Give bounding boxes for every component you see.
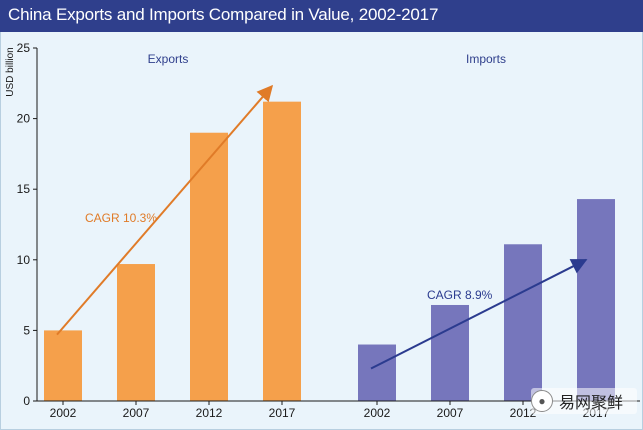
y-tick-label: 25 bbox=[17, 41, 31, 55]
y-tick-label: 0 bbox=[23, 394, 30, 408]
exports-cagr-arrow bbox=[56, 84, 274, 336]
exports-bar-2007 bbox=[117, 264, 155, 401]
y-tick-label: 15 bbox=[17, 182, 31, 196]
imports-cagr-label: CAGR 8.9% bbox=[427, 288, 493, 302]
x-tick-label: 2002 bbox=[50, 406, 77, 420]
imports-cagr-arrow bbox=[370, 258, 588, 370]
wechat-icon: ● bbox=[531, 390, 553, 412]
x-tick-label: 2007 bbox=[437, 406, 464, 420]
x-tick-label: 2017 bbox=[269, 406, 296, 420]
imports-bar-2007 bbox=[431, 304, 469, 401]
imports-bar-2002 bbox=[358, 344, 396, 401]
x-tick-label: 2012 bbox=[510, 406, 537, 420]
exports-cagr-label: CAGR 10.3% bbox=[85, 211, 157, 225]
y-tick-label: 5 bbox=[23, 323, 30, 337]
y-tick-label: 10 bbox=[17, 253, 31, 267]
y-axis-label: USD billion bbox=[5, 47, 16, 96]
chart-title: China Exports and Imports Compared in Va… bbox=[8, 5, 439, 24]
imports-bar-2012 bbox=[504, 244, 542, 401]
exports-group-label: Exports bbox=[148, 52, 189, 66]
imports-bar-2017 bbox=[577, 199, 615, 401]
exports-bar-2002 bbox=[44, 330, 82, 401]
watermark-text: 易网聚鲜 bbox=[559, 393, 624, 412]
watermark: ● 易网聚鲜 bbox=[531, 388, 637, 414]
exports-bar-2017 bbox=[263, 101, 301, 401]
exports-bar-2012 bbox=[190, 132, 228, 401]
imports-group-label: Imports bbox=[466, 52, 506, 66]
chart-title-bar: China Exports and Imports Compared in Va… bbox=[0, 0, 643, 32]
x-tick-label: 2002 bbox=[364, 406, 391, 420]
y-tick-label: 20 bbox=[17, 112, 31, 126]
x-tick-label: 2007 bbox=[123, 406, 150, 420]
x-tick-label: 2012 bbox=[196, 406, 223, 420]
